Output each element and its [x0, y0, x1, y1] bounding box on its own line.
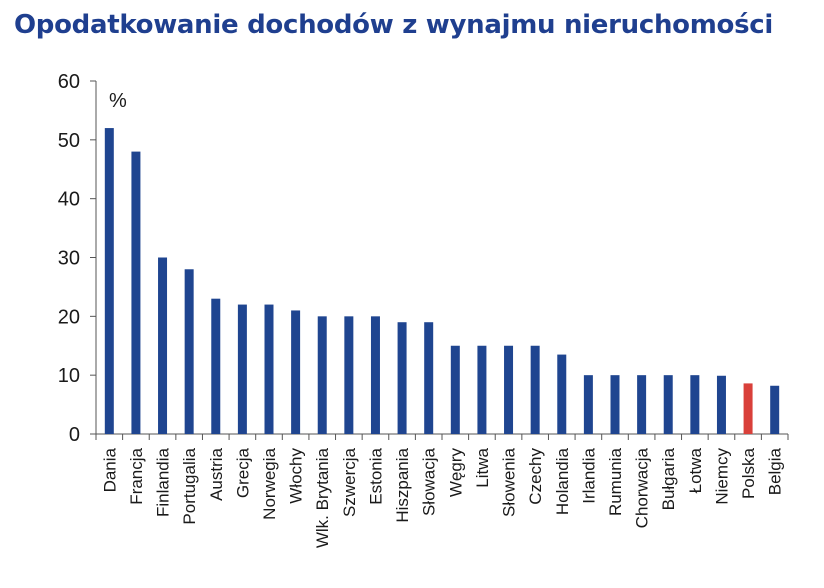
unit-label: %: [109, 90, 127, 112]
category-label: Wlk. Brytania: [313, 447, 332, 548]
category-label: Hiszpania: [393, 447, 412, 522]
bar-22: [663, 375, 673, 434]
bar-24: [716, 375, 726, 434]
category-label: Niemcy: [712, 448, 731, 505]
category-label: Polska: [739, 447, 758, 499]
category-label: Słowacja: [420, 447, 439, 516]
axes: [90, 80, 789, 440]
category-label: Finlandia: [154, 447, 173, 517]
bar-10: [344, 316, 354, 434]
category-label: Słowenia: [500, 447, 519, 517]
category-label: Rumunia: [606, 447, 625, 516]
bar-23: [690, 375, 700, 434]
bar-18: [557, 354, 567, 434]
bar-20: [610, 375, 620, 434]
bar-1: [104, 128, 114, 435]
bar-21: [637, 375, 647, 434]
bar-6: [237, 304, 247, 434]
category-label: Włochy: [287, 448, 306, 504]
category-label: Dania: [100, 447, 119, 492]
category-label: Szwercja: [340, 447, 359, 517]
y-tick-label: 20: [58, 306, 80, 328]
category-label: Norwegia: [260, 447, 279, 519]
bar-11: [370, 316, 380, 434]
y-tick-label: 40: [58, 189, 80, 211]
category-label: Łotwa: [686, 447, 705, 493]
category-label: Irlandia: [579, 447, 598, 503]
category-label: Węgry: [446, 448, 465, 498]
category-label: Grecja: [233, 447, 252, 498]
y-tick-label: 0: [69, 424, 80, 446]
category-label: Chorwacja: [633, 447, 652, 528]
bar-9: [317, 316, 327, 434]
y-tick-label: 10: [58, 365, 80, 387]
category-label: Czechy: [526, 448, 545, 505]
category-label: Holandia: [553, 447, 572, 515]
labels: 0 10 20 30 40 50 60% Dania Francja Finlandia Portu…: [58, 71, 785, 548]
bars: [104, 128, 780, 435]
y-tick-label: 50: [58, 130, 80, 152]
bar-16: [504, 345, 514, 434]
category-label: Belgia: [766, 447, 785, 495]
bar-2: [131, 151, 141, 434]
bar-5: [211, 298, 221, 434]
bar-7: [264, 304, 274, 434]
bar-4: [184, 269, 194, 434]
bar-8: [291, 310, 301, 434]
bar-3: [158, 257, 168, 434]
bar-19: [583, 375, 593, 434]
category-label: Portugalia: [180, 447, 199, 524]
category-label: Austria: [207, 447, 226, 500]
category-label: Bułgaria: [659, 447, 678, 510]
bar-15: [477, 345, 487, 434]
bar-13: [424, 322, 434, 434]
bar-25: [743, 383, 753, 434]
bar-14: [450, 345, 460, 434]
bar-17: [530, 345, 540, 434]
category-label: Francja: [127, 447, 146, 504]
y-tick-label: 60: [58, 71, 80, 93]
bar-26: [770, 385, 780, 434]
category-label: Litwa: [473, 447, 492, 487]
chart-title: Opodatkowanie dochodów z wynajmu nieruch…: [14, 10, 773, 40]
y-tick-label: 30: [58, 248, 80, 270]
category-label: Estonia: [366, 447, 385, 504]
bar-12: [397, 322, 407, 434]
